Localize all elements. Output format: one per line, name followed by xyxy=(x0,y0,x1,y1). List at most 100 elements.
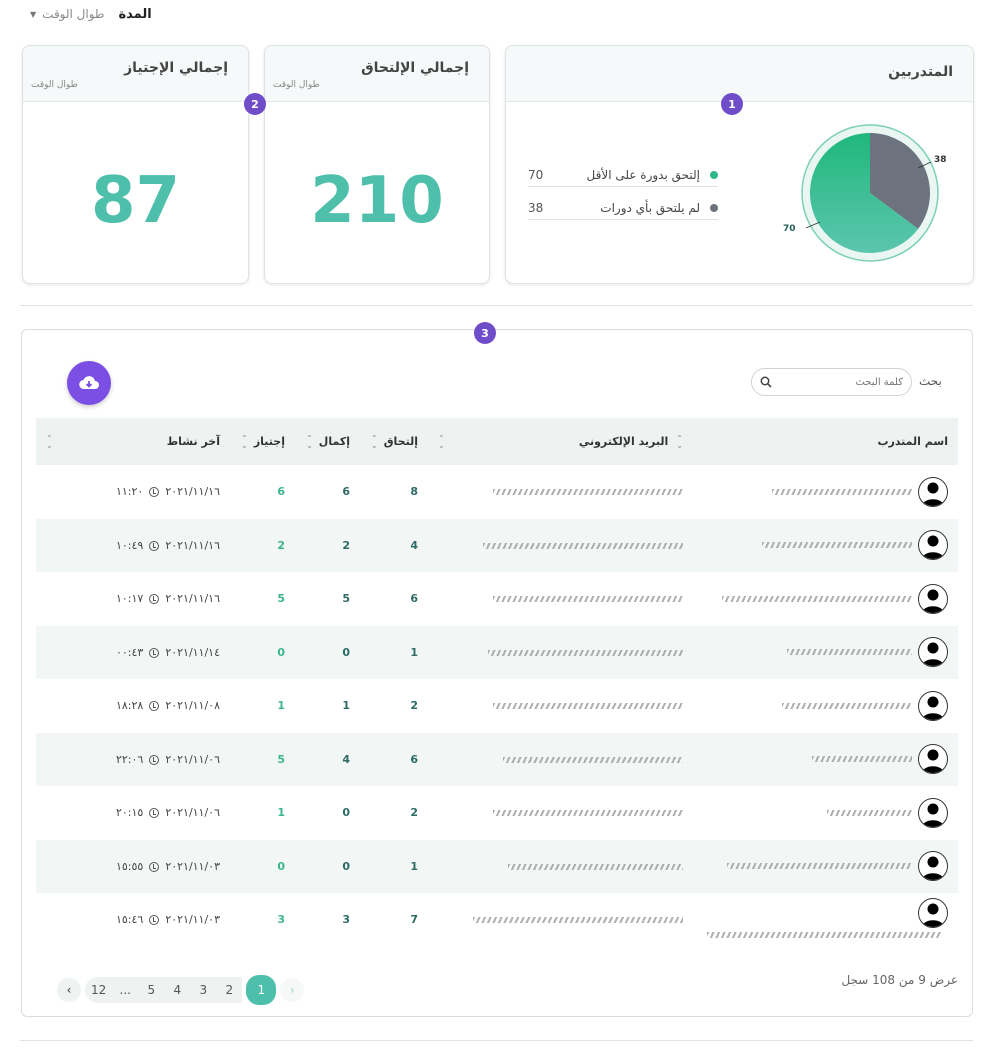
passed-cell: 3 xyxy=(277,913,285,927)
table-header-row: اسم المتدرب ⌃ ⌄ البريد الإلكتروني ⌃ ⌄ إلتحاق… xyxy=(36,418,958,465)
legend-value: 70 xyxy=(528,167,544,182)
column-header-label: إلتحاق xyxy=(383,434,418,448)
period-filter[interactable]: ▼ طوال الوقت المدة xyxy=(30,4,170,24)
trainee-cell xyxy=(693,893,958,947)
activity-time: ١٥:٤٦ xyxy=(115,913,144,927)
activity-date: ٢٠٢١/١١/١٤ xyxy=(165,645,220,659)
step-badge-2: 2 xyxy=(244,93,266,115)
sort-icon: ⌃ ⌄ xyxy=(438,433,445,450)
passes-value: 87 xyxy=(90,164,181,238)
last-activity-cell: ٢٠٢١/١١/٠٣ ١٥:٤٦ xyxy=(36,893,230,947)
passed-cell: 6 xyxy=(277,485,285,499)
redacted-name xyxy=(727,863,912,870)
table-row[interactable]: 7 3 3 ٢٠٢١/١١/٠٣ ١٥:٤٦ xyxy=(36,893,958,947)
page-list: 12... 5 4 3 2 1 xyxy=(85,975,277,1005)
page-button-12[interactable]: 12 xyxy=(85,977,113,1003)
avatar xyxy=(918,530,948,561)
activity-time: ١٠:٤٩ xyxy=(115,538,144,552)
table-row[interactable]: 6 5 5 ٢٠٢١/١١/١٦ ١٠:١٧ xyxy=(36,572,958,626)
trainees-table-card: بحث اسم المتدرب ⌃⌄ البريد الإلكتروني ⌃⌄ إل… xyxy=(21,329,973,1017)
avatar xyxy=(918,898,948,929)
column-header-label: اسم المتدرب xyxy=(877,435,948,448)
passes-card-subtitle: طوال الوقت xyxy=(31,80,78,90)
column-header-email[interactable]: ⌃ ⌄ البريد الإلكتروني ⌃ ⌄ xyxy=(428,418,693,465)
redacted-email xyxy=(483,542,683,549)
trainees-card-header: المتدربين xyxy=(506,46,973,102)
enrolled-cell: 7 xyxy=(410,913,418,927)
passed-cell: 5 xyxy=(277,752,285,766)
enrolled-cell: 1 xyxy=(410,645,418,659)
pie-leader-b xyxy=(917,161,932,169)
page-button-4[interactable]: 4 xyxy=(164,977,191,1003)
clock-icon xyxy=(149,808,160,819)
clock-icon xyxy=(149,701,160,712)
column-header-label: إكمال xyxy=(318,434,350,448)
passed-cell: 0 xyxy=(277,645,285,659)
sort-icon: ⌃ ⌄ xyxy=(306,433,313,450)
table-row[interactable]: 8 6 6 ٢٠٢١/١١/١٦ ١١:٢٠ xyxy=(36,465,958,519)
table-row[interactable]: 1 0 0 ٢٠٢١/١١/١٤ ٠٠:٤٣ xyxy=(36,625,958,679)
enrollments-card-header: إجمالي الإلتحاق طوال الوقت xyxy=(265,46,489,102)
section-divider xyxy=(20,305,973,306)
pie-slice-not-enrolled xyxy=(870,133,930,229)
clock-icon xyxy=(149,647,160,658)
pagination: ‹ 12... 5 4 3 2 1 › xyxy=(57,975,305,1005)
page-button-3[interactable]: 3 xyxy=(190,977,217,1003)
column-header-label: البريد الإلكتروني xyxy=(578,434,669,448)
activity-date: ٢٠٢١/١١/١٦ xyxy=(165,592,220,606)
last-activity-cell: ٢٠٢١/١١/١٦ ١٠:١٧ xyxy=(36,572,230,626)
passed-cell: 1 xyxy=(277,806,285,820)
page-button-2[interactable]: 2 xyxy=(216,977,243,1003)
next-page-button[interactable]: ‹ xyxy=(57,978,81,1002)
column-header-name[interactable]: اسم المتدرب xyxy=(693,418,958,465)
table-row[interactable]: 4 2 2 ٢٠٢١/١١/١٦ ١٠:٤٩ xyxy=(36,518,958,573)
search-icon xyxy=(760,376,772,388)
search-input[interactable] xyxy=(772,376,903,388)
completed-cell: 0 xyxy=(342,859,350,873)
clock-icon xyxy=(149,594,160,605)
chevron-left-icon: ‹ xyxy=(66,983,72,997)
trainee-cell xyxy=(693,679,958,733)
total-enrollments-card: إجمالي الإلتحاق طوال الوقت 210 xyxy=(264,45,490,284)
email-cell xyxy=(428,679,693,733)
column-header-label: آخر نشاط xyxy=(166,434,220,448)
column-header-last-activity[interactable]: آخر نشاط ⌃ ⌄ xyxy=(36,418,230,465)
legend-label: لم يلتحق بأي دورات xyxy=(600,200,700,215)
sort-icon: ⌃ ⌄ xyxy=(371,433,378,450)
trainee-cell xyxy=(693,786,958,840)
table-row[interactable]: 1 0 0 ٢٠٢١/١١/٠٣ ١٥:٥٥ xyxy=(36,839,958,893)
page-button-1[interactable]: 1 xyxy=(246,975,277,1005)
email-cell xyxy=(428,465,693,519)
last-activity-cell: ٢٠٢١/١١/١٦ ١١:٢٠ xyxy=(36,465,230,519)
trainee-cell xyxy=(693,519,958,573)
completed-cell: 3 xyxy=(342,913,350,927)
redacted-name xyxy=(762,542,912,549)
prev-page-button[interactable]: › xyxy=(280,978,305,1002)
download-button[interactable] xyxy=(67,361,111,405)
clock-icon xyxy=(149,915,160,926)
column-header-completed[interactable]: إكمال ⌃ ⌄ xyxy=(295,418,360,465)
column-header-passed[interactable]: إجتياز ⌃ ⌄ xyxy=(230,418,295,465)
email-cell xyxy=(428,572,693,626)
pie-slice-enrolled xyxy=(810,133,919,253)
search-box[interactable] xyxy=(751,368,912,396)
trainees-card-title: المتدربين xyxy=(888,64,953,80)
redacted-name xyxy=(812,756,912,763)
email-cell xyxy=(428,893,693,947)
activity-time: ١٥:٥٥ xyxy=(115,859,144,873)
column-header-enrolled[interactable]: إلتحاق ⌃ ⌄ xyxy=(360,418,428,465)
enrolled-cell: 2 xyxy=(410,699,418,713)
activity-date: ٢٠٢١/١١/٠٦ xyxy=(165,806,220,820)
table-row[interactable]: 2 0 1 ٢٠٢١/١١/٠٦ ٢٠:١٥ xyxy=(36,786,958,840)
sort-icon: ⌃ ⌄ xyxy=(46,433,53,450)
completed-cell: 0 xyxy=(342,645,350,659)
clock-icon xyxy=(149,754,160,765)
activity-date: ٢٠٢١/١١/٠٣ xyxy=(165,859,220,873)
redacted-email xyxy=(493,489,683,496)
last-activity-cell: ٢٠٢١/١١/٠٨ ١٨:٢٨ xyxy=(36,679,230,733)
activity-time: ٢٠:١٥ xyxy=(115,806,144,820)
table-row[interactable]: 6 4 5 ٢٠٢١/١١/٠٦ ٢٢:٠٦ xyxy=(36,732,958,786)
page-button-5[interactable]: 5 xyxy=(138,977,165,1003)
enrollments-value: 210 xyxy=(310,164,444,238)
table-row[interactable]: 2 1 1 ٢٠٢١/١١/٠٨ ١٨:٢٨ xyxy=(36,679,958,733)
